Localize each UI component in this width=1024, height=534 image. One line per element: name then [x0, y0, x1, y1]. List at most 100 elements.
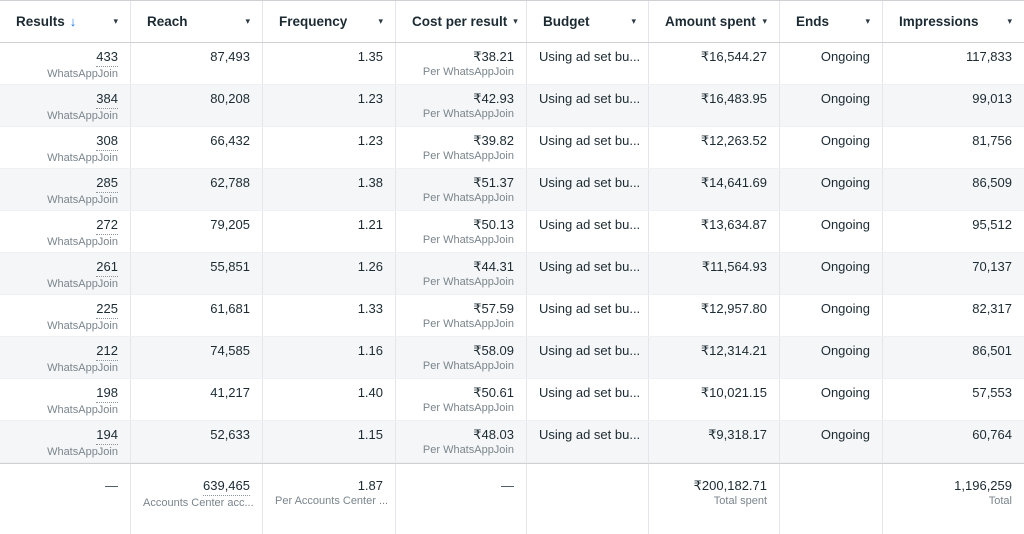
budget-value: Using ad set bu... — [539, 49, 641, 64]
cell-ends: Ongoing — [780, 43, 883, 84]
cell-budget: Using ad set bu... — [527, 127, 649, 168]
cell-cost-per-result: ₹39.82 Per WhatsAppJoin — [396, 127, 527, 168]
table-row[interactable]: 194 WhatsAppJoin 52,633 1.15 ₹48.03 Per … — [0, 421, 1024, 463]
results-value[interactable]: 212 — [96, 342, 118, 361]
cell-amount-spent: ₹14,641.69 — [649, 169, 780, 210]
table-row[interactable]: 308 WhatsAppJoin 66,432 1.23 ₹39.82 Per … — [0, 127, 1024, 169]
results-value[interactable]: 225 — [96, 300, 118, 319]
impressions-value: 82,317 — [972, 301, 1012, 316]
results-sublabel: WhatsAppJoin — [47, 446, 118, 458]
impressions-value: 99,013 — [972, 91, 1012, 106]
column-label-cost-per-result: Cost per result — [412, 14, 508, 29]
cell-frequency: 1.26 — [263, 253, 396, 294]
cell-impressions: 99,013 — [883, 85, 1024, 126]
impressions-value: 86,501 — [972, 343, 1012, 358]
results-value[interactable]: 308 — [96, 132, 118, 151]
cell-results: 272 WhatsAppJoin — [0, 211, 131, 252]
cost-per-result-value: ₹39.82 — [473, 133, 514, 148]
results-value[interactable]: 285 — [96, 174, 118, 193]
cell-ends: Ongoing — [780, 295, 883, 336]
cell-reach: 66,432 — [131, 127, 263, 168]
cost-per-result-value: ₹51.37 — [473, 175, 514, 190]
total-results-value: — — [105, 478, 118, 493]
chevron-down-icon[interactable]: ▾ — [113, 16, 118, 26]
table-row[interactable]: 261 WhatsAppJoin 55,851 1.26 ₹44.31 Per … — [0, 253, 1024, 295]
cost-per-result-value: ₹38.21 — [473, 49, 514, 64]
results-value[interactable]: 272 — [96, 216, 118, 235]
table-row[interactable]: 384 WhatsAppJoin 80,208 1.23 ₹42.93 Per … — [0, 85, 1024, 127]
column-header-budget[interactable]: Budget ▾ — [527, 1, 649, 42]
cell-results: 194 WhatsAppJoin — [0, 421, 131, 462]
table-row[interactable]: 285 WhatsAppJoin 62,788 1.38 ₹51.37 Per … — [0, 169, 1024, 211]
total-cell-frequency: 1.87 Per Accounts Center ... — [263, 464, 396, 534]
table-row[interactable]: 225 WhatsAppJoin 61,681 1.33 ₹57.59 Per … — [0, 295, 1024, 337]
ends-value: Ongoing — [820, 91, 870, 106]
column-label-ends: Ends — [796, 14, 830, 29]
cell-amount-spent: ₹16,483.95 — [649, 85, 780, 126]
chevron-down-icon[interactable]: ▾ — [513, 16, 518, 26]
column-header-cost-per-result[interactable]: Cost per result ▾ — [396, 1, 527, 42]
cell-reach: 61,681 — [131, 295, 263, 336]
column-label-frequency: Frequency — [279, 14, 348, 29]
chevron-down-icon[interactable]: ▾ — [631, 16, 636, 26]
impressions-value: 57,553 — [972, 385, 1012, 400]
results-value[interactable]: 384 — [96, 90, 118, 109]
ends-value: Ongoing — [820, 343, 870, 358]
table-row[interactable]: 212 WhatsAppJoin 74,585 1.16 ₹58.09 Per … — [0, 337, 1024, 379]
results-sublabel: WhatsAppJoin — [47, 110, 118, 122]
budget-value: Using ad set bu... — [539, 259, 641, 274]
results-value[interactable]: 261 — [96, 258, 118, 277]
cell-impressions: 82,317 — [883, 295, 1024, 336]
column-header-amount-spent[interactable]: Amount spent ▾ — [649, 1, 780, 42]
results-sublabel: WhatsAppJoin — [47, 236, 118, 248]
chevron-down-icon[interactable]: ▾ — [245, 16, 250, 26]
amount-spent-value: ₹12,314.21 — [700, 343, 767, 358]
total-cell-cost-per-result: — — [396, 464, 527, 534]
cell-impressions: 60,764 — [883, 421, 1024, 462]
column-label-impressions: Impressions — [899, 14, 979, 29]
impressions-value: 95,512 — [972, 217, 1012, 232]
chevron-down-icon[interactable]: ▾ — [865, 16, 870, 26]
cell-results: 384 WhatsAppJoin — [0, 85, 131, 126]
results-value[interactable]: 433 — [96, 48, 118, 67]
ends-value: Ongoing — [820, 427, 870, 442]
frequency-value: 1.15 — [357, 427, 383, 442]
cost-per-result-sublabel: Per WhatsAppJoin — [422, 150, 514, 162]
total-impressions-sublabel: Total — [988, 495, 1012, 507]
table-row[interactable]: 198 WhatsAppJoin 41,217 1.40 ₹50.61 Per … — [0, 379, 1024, 421]
amount-spent-value: ₹12,263.52 — [700, 133, 767, 148]
results-value[interactable]: 194 — [96, 426, 118, 445]
cell-frequency: 1.40 — [263, 379, 396, 420]
total-amount-spent-sublabel: Total spent — [713, 495, 767, 507]
cost-per-result-value: ₹50.13 — [473, 217, 514, 232]
cell-amount-spent: ₹12,957.80 — [649, 295, 780, 336]
total-reach-value[interactable]: 639,465 — [203, 477, 250, 496]
cell-budget: Using ad set bu... — [527, 211, 649, 252]
chevron-down-icon[interactable]: ▾ — [762, 16, 767, 26]
table-row[interactable]: 272 WhatsAppJoin 79,205 1.21 ₹50.13 Per … — [0, 211, 1024, 253]
results-sublabel: WhatsAppJoin — [47, 320, 118, 332]
column-header-impressions[interactable]: Impressions ▾ — [883, 1, 1024, 42]
table-row[interactable]: 433 WhatsAppJoin 87,493 1.35 ₹38.21 Per … — [0, 43, 1024, 85]
cell-budget: Using ad set bu... — [527, 43, 649, 84]
reach-value: 55,851 — [210, 259, 250, 274]
cost-per-result-sublabel: Per WhatsAppJoin — [422, 318, 514, 330]
column-label-budget: Budget — [543, 14, 590, 29]
column-header-frequency[interactable]: Frequency ▾ — [263, 1, 396, 42]
column-header-reach[interactable]: Reach ▾ — [131, 1, 263, 42]
cell-budget: Using ad set bu... — [527, 85, 649, 126]
cell-amount-spent: ₹12,263.52 — [649, 127, 780, 168]
chevron-down-icon[interactable]: ▾ — [1007, 16, 1012, 26]
cell-amount-spent: ₹16,544.27 — [649, 43, 780, 84]
cell-impressions: 70,137 — [883, 253, 1024, 294]
results-value[interactable]: 198 — [96, 384, 118, 403]
column-header-ends[interactable]: Ends ▾ — [780, 1, 883, 42]
cell-frequency: 1.23 — [263, 85, 396, 126]
budget-value: Using ad set bu... — [539, 301, 641, 316]
chevron-down-icon[interactable]: ▾ — [378, 16, 383, 26]
cell-cost-per-result: ₹42.93 Per WhatsAppJoin — [396, 85, 527, 126]
results-sublabel: WhatsAppJoin — [47, 362, 118, 374]
column-header-results[interactable]: Results ↓ ▾ — [0, 1, 131, 42]
amount-spent-value: ₹14,641.69 — [700, 175, 767, 190]
